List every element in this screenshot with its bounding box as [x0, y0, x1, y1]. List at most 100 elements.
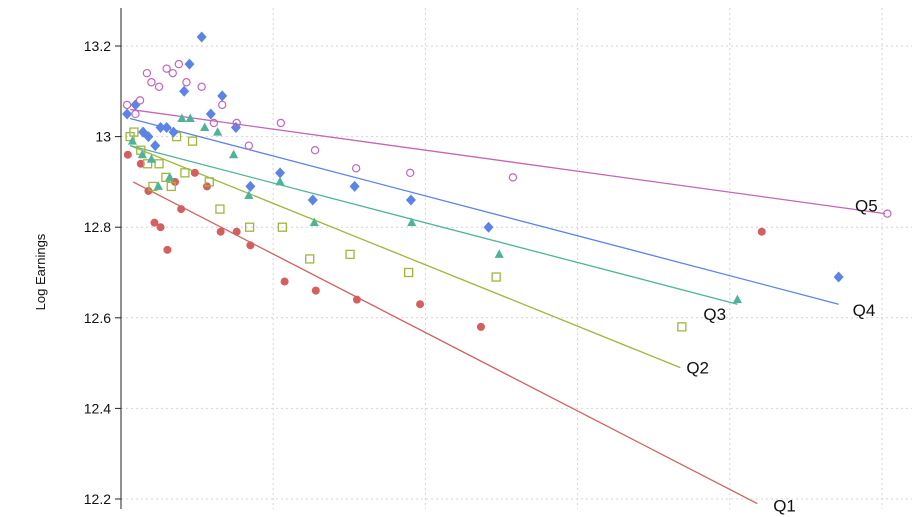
- gridlines: [120, 8, 912, 509]
- point-q5-11: [209, 118, 219, 128]
- point-q2-16: [345, 249, 355, 260]
- point-q5-17: [351, 164, 361, 173]
- series-label-q1: Q1: [773, 497, 796, 516]
- point-q2-15: [305, 254, 315, 264]
- series-q5: [122, 59, 892, 218]
- point-q2-18: [491, 272, 501, 282]
- point-q3-9: [229, 149, 239, 159]
- point-q4-0: [122, 108, 133, 120]
- point-q5-9: [182, 78, 191, 87]
- point-q5-18: [405, 168, 415, 178]
- point-q3-1: [137, 149, 147, 159]
- point-q4-7: [168, 126, 179, 138]
- point-q2-13: [244, 222, 255, 232]
- y-axis-label: Log Earnings: [33, 233, 48, 310]
- point-q5-16: [310, 145, 320, 155]
- point-q4-5: [155, 122, 166, 134]
- point-q3-2: [146, 154, 157, 163]
- point-q2-3: [142, 159, 153, 169]
- fit-line-q2: [129, 145, 681, 369]
- y-axis: 12.2 12.4 12.6 12.8 13 13.2: [84, 8, 122, 509]
- point-q4-10: [196, 31, 207, 43]
- point-q2-7: [166, 181, 176, 192]
- point-q1-15: [352, 295, 361, 304]
- point-q4-18: [405, 194, 416, 206]
- point-q4-16: [307, 194, 318, 206]
- point-q2-5: [154, 159, 164, 169]
- series-q1: [123, 150, 766, 331]
- point-q5-14: [244, 141, 254, 150]
- point-q1-17: [476, 322, 485, 331]
- point-q3-15: [732, 294, 743, 304]
- point-q4-6: [161, 122, 172, 134]
- point-q1-12: [246, 241, 255, 250]
- point-q4-8: [179, 85, 190, 97]
- point-q3-7: [200, 122, 210, 132]
- point-q1-3: [150, 218, 159, 227]
- point-q5-1: [131, 109, 140, 119]
- point-q4-1: [130, 99, 141, 111]
- series-q2: [125, 127, 687, 332]
- point-q1-5: [163, 245, 172, 254]
- series-q4: [122, 31, 844, 283]
- y-tick-label-2: 12.6: [84, 310, 111, 326]
- point-q4-17: [349, 180, 360, 192]
- point-q2-17: [404, 267, 414, 278]
- y-tick-label-0: 12.2: [84, 491, 111, 507]
- point-q5-20: [883, 209, 892, 218]
- point-q1-13: [280, 277, 289, 286]
- point-q1-16: [416, 300, 425, 309]
- point-q4-20: [833, 271, 844, 283]
- point-q5-10: [197, 82, 206, 91]
- point-q2-12: [215, 204, 225, 214]
- point-q3-11: [275, 176, 285, 186]
- point-q5-3: [142, 68, 152, 78]
- point-q2-9: [180, 168, 190, 178]
- point-q3-5: [177, 113, 187, 122]
- point-q3-12: [309, 217, 319, 227]
- point-q3-14: [494, 249, 504, 258]
- series-label-q3: Q3: [703, 305, 726, 324]
- point-q5-13: [232, 118, 241, 128]
- point-q1-14: [311, 286, 320, 295]
- point-q3-4: [165, 172, 175, 181]
- y-tick-label-1: 12.4: [84, 400, 111, 416]
- point-q5-4: [147, 78, 156, 87]
- point-q3-0: [127, 136, 138, 145]
- point-q5-7: [168, 68, 177, 78]
- fit-line-q3: [129, 145, 738, 305]
- point-q5-0: [122, 100, 132, 110]
- point-q2-14: [277, 222, 287, 232]
- point-q4-3: [143, 131, 154, 143]
- point-q5-19: [508, 173, 518, 182]
- point-q5-8: [174, 59, 184, 69]
- point-q3-6: [185, 113, 195, 122]
- point-q3-3: [153, 181, 163, 190]
- point-q2-1: [129, 127, 139, 137]
- point-q3-10: [244, 190, 254, 199]
- y-tick-label-4: 13: [95, 129, 111, 145]
- point-q1-1: [136, 159, 145, 168]
- point-q4-4: [150, 140, 161, 152]
- point-q5-6: [162, 64, 171, 73]
- point-q5-5: [154, 82, 164, 91]
- y-tick-label-3: 12.8: [84, 219, 111, 235]
- point-q4-9: [184, 58, 195, 70]
- point-q2-10: [187, 136, 198, 146]
- point-q5-12: [218, 100, 227, 110]
- point-q1-8: [190, 168, 199, 177]
- point-q4-11: [205, 108, 216, 120]
- point-q3-8: [213, 127, 223, 136]
- fit-line-q5: [130, 108, 886, 215]
- point-q2-19: [677, 322, 687, 332]
- point-q3-13: [407, 217, 417, 227]
- point-q4-15: [275, 167, 286, 179]
- series-label-q5: Q5: [855, 197, 878, 216]
- point-q1-0: [123, 150, 132, 159]
- y-tick-label-5: 13.2: [84, 38, 111, 54]
- fit-line-q1: [132, 181, 758, 505]
- point-q4-12: [217, 90, 228, 102]
- point-q5-2: [135, 96, 145, 105]
- fit-line-q4: [129, 117, 839, 305]
